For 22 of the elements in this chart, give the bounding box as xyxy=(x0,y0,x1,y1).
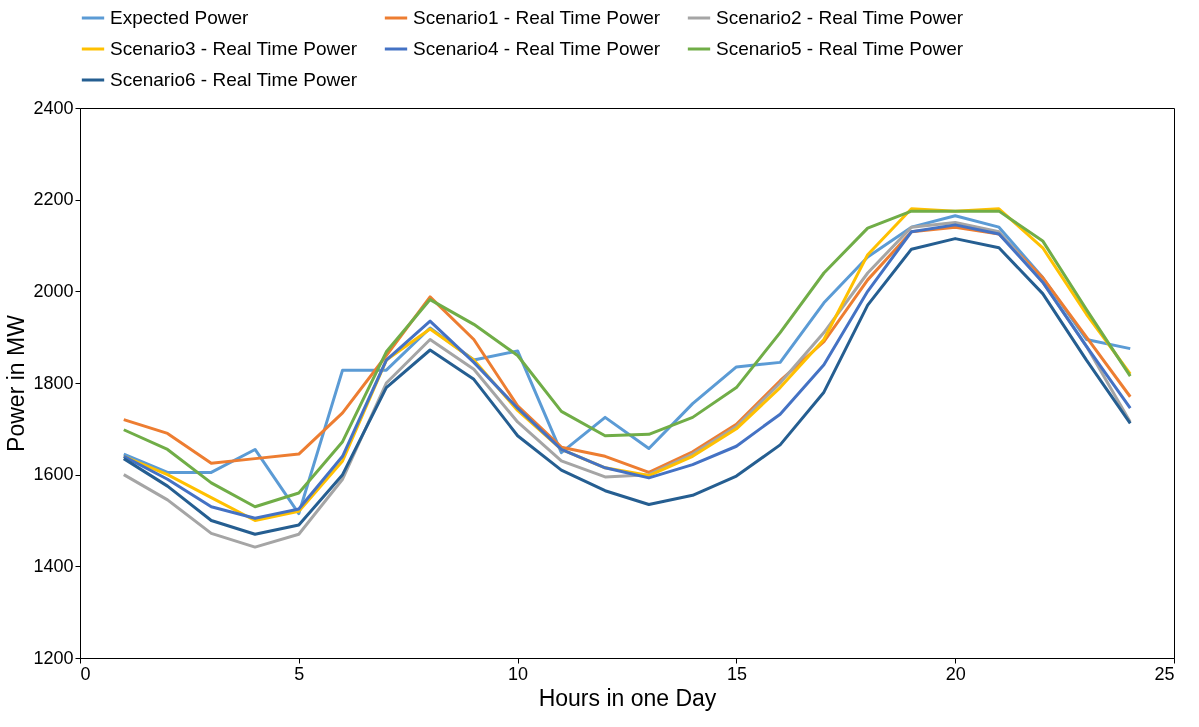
y-tick-label: 1400 xyxy=(33,555,74,576)
legend-label: Expected Power xyxy=(110,7,250,28)
x-tick-label: 10 xyxy=(508,663,529,684)
y-tick-label: 1800 xyxy=(33,372,74,393)
y-axis-title: Power in MW xyxy=(3,314,30,452)
x-tick-label: 0 xyxy=(80,663,91,684)
y-tick-label: 1600 xyxy=(33,464,74,485)
y-tick-label: 2000 xyxy=(33,280,74,301)
x-axis-title: Hours in one Day xyxy=(538,684,717,711)
x-tick-label: 5 xyxy=(294,663,305,684)
x-tick-label: 20 xyxy=(945,663,966,684)
legend-label: Scenario6 - Real Time Power xyxy=(110,69,358,90)
y-tick-label: 2400 xyxy=(33,97,74,118)
x-tick-label: 15 xyxy=(726,663,747,684)
legend-label: Scenario5 - Real Time Power xyxy=(716,38,964,59)
legend-label: Scenario1 - Real Time Power xyxy=(413,7,661,28)
y-tick-label: 1200 xyxy=(33,647,74,668)
legend-label: Scenario4 - Real Time Power xyxy=(413,38,661,59)
y-tick-label: 2200 xyxy=(33,189,74,210)
legend-label: Scenario2 - Real Time Power xyxy=(716,7,964,28)
x-tick-label: 25 xyxy=(1154,663,1175,684)
legend-label: Scenario3 - Real Time Power xyxy=(110,38,358,59)
